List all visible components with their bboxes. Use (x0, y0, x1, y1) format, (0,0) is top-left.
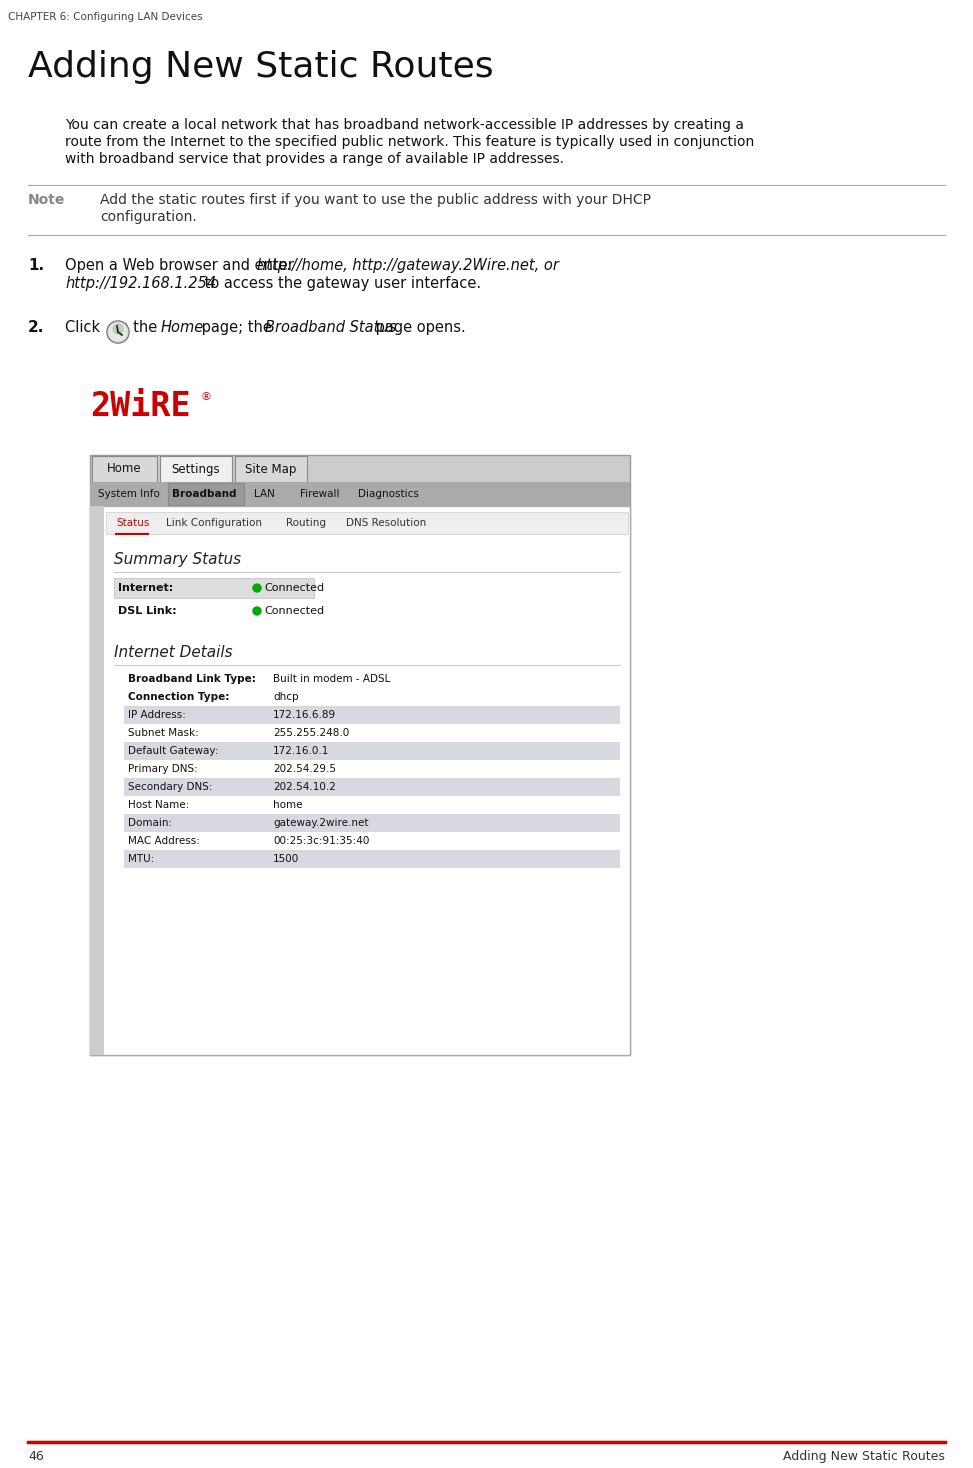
Text: ®: ® (200, 392, 211, 402)
Circle shape (109, 323, 127, 341)
Text: Primary DNS:: Primary DNS: (128, 763, 198, 774)
Text: page; the: page; the (197, 320, 276, 335)
Text: System Info: System Info (98, 489, 160, 499)
Text: 1500: 1500 (273, 854, 300, 865)
Text: gateway.2wire.net: gateway.2wire.net (273, 818, 369, 828)
Text: 172.16.6.89: 172.16.6.89 (273, 711, 336, 719)
Text: route from the Internet to the specified public network. This feature is typical: route from the Internet to the specified… (65, 135, 754, 148)
Text: page opens.: page opens. (371, 320, 466, 335)
Text: with broadband service that provides a range of available IP addresses.: with broadband service that provides a r… (65, 153, 564, 166)
Text: 1.: 1. (28, 258, 44, 273)
Text: IP Address:: IP Address: (128, 711, 186, 719)
Text: Connected: Connected (264, 583, 324, 593)
Bar (124, 813, 620, 832)
Text: Connected: Connected (264, 606, 324, 617)
Text: Status: Status (116, 518, 150, 528)
Text: Home: Home (107, 462, 142, 476)
Text: Host Name:: Host Name: (128, 800, 190, 810)
Text: Summary Status: Summary Status (114, 552, 241, 567)
Text: Add the static routes first if you want to use the public address with your DHCP: Add the static routes first if you want … (100, 192, 651, 207)
Bar (168, 483, 244, 505)
Text: Secondary DNS:: Secondary DNS: (128, 782, 212, 793)
Text: 202.54.10.2: 202.54.10.2 (273, 782, 336, 793)
Circle shape (107, 321, 129, 344)
Text: MTU:: MTU: (128, 854, 155, 865)
Text: 46: 46 (28, 1450, 44, 1464)
Bar (92, 457, 157, 482)
Text: Routing: Routing (286, 518, 326, 528)
Text: Broadband Status: Broadband Status (265, 320, 396, 335)
Text: Internet Details: Internet Details (114, 644, 233, 661)
Bar (90, 506, 104, 1055)
Bar (90, 482, 630, 506)
Text: on the: on the (101, 320, 162, 335)
Text: Home: Home (161, 320, 204, 335)
Text: Diagnostics: Diagnostics (358, 489, 418, 499)
Bar (160, 457, 232, 482)
Text: You can create a local network that has broadband network-accessible IP addresse: You can create a local network that has … (65, 117, 744, 132)
Text: Subnet Mask:: Subnet Mask: (128, 728, 198, 738)
Text: http://192.168.1.254: http://192.168.1.254 (65, 276, 216, 291)
Circle shape (108, 321, 128, 342)
Text: Adding New Static Routes: Adding New Static Routes (783, 1450, 945, 1464)
Text: 00:25:3c:91:35:40: 00:25:3c:91:35:40 (273, 835, 370, 846)
Text: Settings: Settings (171, 462, 220, 476)
Text: CHAPTER 6: Configuring LAN Devices: CHAPTER 6: Configuring LAN Devices (8, 12, 202, 22)
Text: Connection Type:: Connection Type: (128, 691, 230, 702)
Circle shape (113, 324, 123, 335)
Text: MAC Address:: MAC Address: (128, 835, 199, 846)
Circle shape (253, 584, 261, 592)
Bar (235, 457, 307, 482)
Text: DNS Resolution: DNS Resolution (346, 518, 426, 528)
Text: LAN: LAN (254, 489, 275, 499)
Text: to access the gateway user interface.: to access the gateway user interface. (200, 276, 481, 291)
Text: configuration.: configuration. (100, 210, 197, 225)
Text: home: home (273, 800, 303, 810)
Text: DSL Link:: DSL Link: (118, 606, 177, 617)
Bar (124, 741, 620, 760)
Bar (114, 578, 314, 597)
Text: Broadband Link Type:: Broadband Link Type: (128, 674, 256, 684)
Text: 172.16.0.1: 172.16.0.1 (273, 746, 330, 756)
Text: 2.: 2. (28, 320, 45, 335)
Text: 255.255.248.0: 255.255.248.0 (273, 728, 349, 738)
Text: Adding New Static Routes: Adding New Static Routes (28, 50, 493, 84)
Text: Open a Web browser and enter: Open a Web browser and enter (65, 258, 299, 273)
Text: Click: Click (65, 320, 105, 335)
Text: dhcp: dhcp (273, 691, 299, 702)
Text: Note: Note (28, 192, 65, 207)
Text: Built in modem - ADSL: Built in modem - ADSL (273, 674, 390, 684)
Text: Firewall: Firewall (300, 489, 340, 499)
Bar (124, 706, 620, 724)
Text: 202.54.29.5: 202.54.29.5 (273, 763, 336, 774)
Bar (124, 778, 620, 796)
Text: Site Map: Site Map (245, 462, 297, 476)
Text: Link Configuration: Link Configuration (166, 518, 262, 528)
Text: Domain:: Domain: (128, 818, 172, 828)
Circle shape (253, 606, 261, 615)
Bar (90, 506, 630, 1055)
Text: Default Gateway:: Default Gateway: (128, 746, 218, 756)
Text: 2WiRE: 2WiRE (90, 390, 191, 423)
Text: http://home, http://gateway.2Wire.net, or: http://home, http://gateway.2Wire.net, o… (257, 258, 559, 273)
Bar (90, 455, 630, 1055)
Bar (106, 512, 628, 534)
Text: Internet:: Internet: (118, 583, 173, 593)
Text: Broadband: Broadband (172, 489, 236, 499)
Bar (124, 850, 620, 868)
